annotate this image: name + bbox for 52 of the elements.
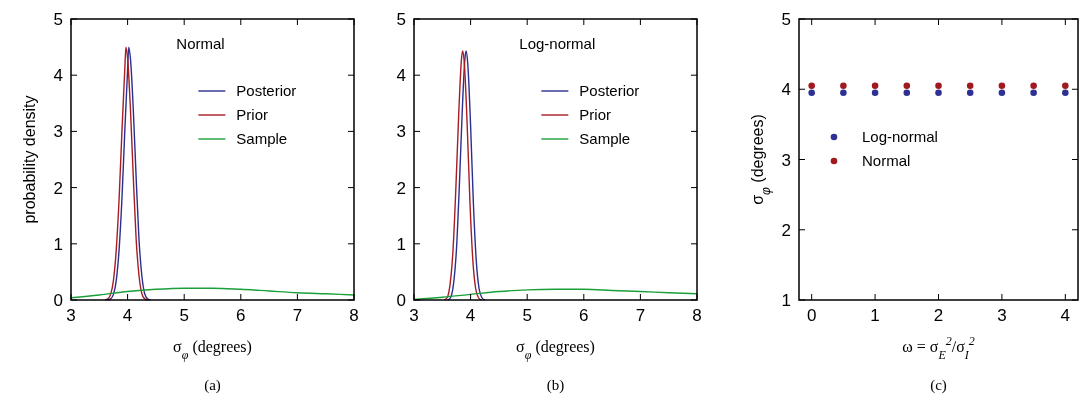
x-tick-label: 4 [1060, 306, 1071, 325]
legend-label: Log-normal [862, 128, 938, 145]
x-axis-title: σ$_{φ}$ (degrees) [173, 338, 252, 362]
y-tick-label: 5 [53, 10, 63, 29]
legend-label: Prior [236, 106, 269, 123]
y-tick-label: 5 [396, 10, 406, 29]
legend-label: Sample [236, 130, 288, 147]
y-tick-label: 4 [53, 66, 63, 86]
x-tick-label: 7 [292, 306, 303, 325]
x-tick-label: 6 [236, 306, 246, 325]
x-tick-label: 6 [579, 306, 589, 325]
x-tick-label: 2 [933, 306, 944, 325]
legend-label: Posterior [579, 82, 640, 99]
y-tick-label: 3 [396, 122, 406, 142]
x-tick-label: 8 [692, 306, 702, 325]
y-tick-label: 3 [53, 122, 63, 142]
legend-label: Sample [579, 130, 631, 147]
x-tick-label: 0 [806, 306, 817, 325]
legend-label: Normal [862, 152, 911, 169]
x-tick-label: 4 [122, 306, 133, 325]
y-axis-title: probability density [21, 95, 38, 224]
x-tick-label: 8 [349, 306, 359, 325]
y-tick-label: 1 [781, 291, 791, 310]
x-tick-label: 5 [522, 306, 532, 325]
y-tick-label: 4 [781, 80, 791, 100]
x-axis-title: σ$_{φ}$ (degrees) [516, 338, 595, 362]
y-tick-label: 4 [396, 66, 406, 86]
x-tick-label: 1 [870, 306, 880, 325]
x-tick-label: 5 [179, 306, 189, 325]
legend-title: Normal [176, 35, 225, 52]
y-tick-label: 3 [781, 150, 791, 170]
y-tick-label: 2 [396, 178, 406, 198]
text: (b) [546, 377, 565, 394]
legend-label: Posterior [236, 82, 297, 99]
y-tick-label: 5 [781, 10, 791, 29]
y-tick-label: 1 [53, 234, 63, 254]
y-tick-label: 2 [781, 220, 791, 240]
x-tick-label: 3 [66, 306, 76, 325]
y-tick-label: 0 [53, 291, 63, 310]
x-tick-label: 7 [635, 306, 646, 325]
y-tick-label: 1 [396, 234, 406, 254]
text: (c) [930, 377, 947, 394]
line-series [71, 287, 354, 299]
legend-label: Prior [579, 106, 612, 123]
x-tick-label: 3 [997, 306, 1007, 325]
x-tick-label: 4 [465, 306, 476, 325]
text: (a) [204, 377, 221, 394]
legend-title: Log-normal [519, 35, 596, 52]
y-tick-label: 2 [53, 178, 63, 198]
line-series [414, 288, 697, 301]
y-tick-label: 0 [396, 291, 406, 310]
x-tick-label: 3 [409, 306, 419, 325]
